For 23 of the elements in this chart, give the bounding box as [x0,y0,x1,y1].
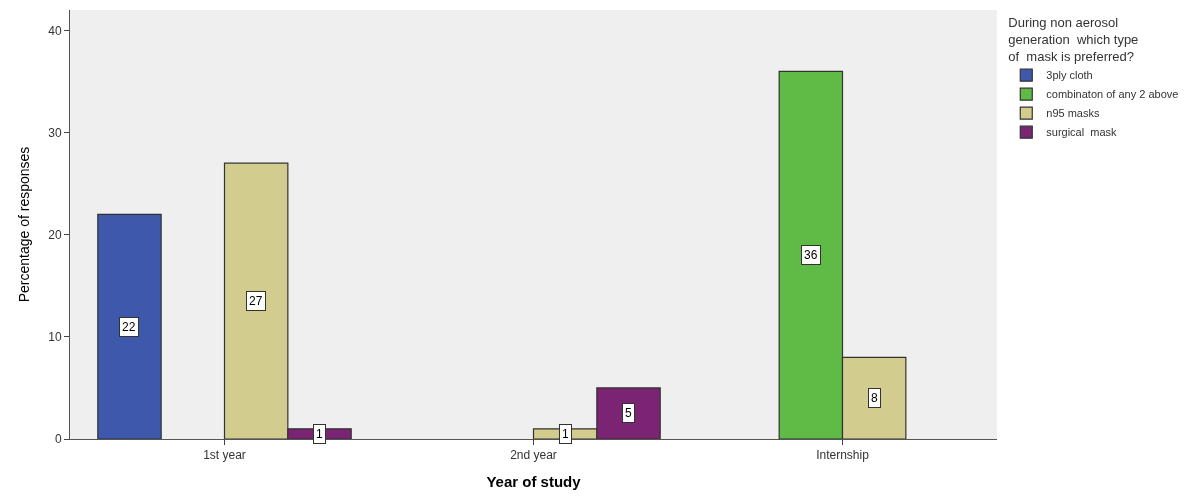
data-label: 36 [804,248,818,262]
legend-label: surgical mask [1046,126,1118,139]
bar [97,213,162,439]
y-tick-label: 0 [54,432,62,447]
y-tick-label: 40 [48,23,62,38]
legend-title: During non aerosol generation which type of mask is preferred? [1008,14,1139,64]
y-tick-label: 30 [48,125,62,140]
legend-label: combinaton of any 2 above [1046,88,1179,101]
data-label: 1 [562,427,569,441]
data-label: 1 [316,427,323,441]
x-axis-title: Year of study [486,473,582,491]
data-label: 5 [625,406,632,420]
x-tick-label: Internship [816,448,870,463]
x-tick-label: 1st year [203,448,246,463]
legend-label: n95 masks [1046,107,1100,120]
data-label: 22 [122,320,136,334]
y-tick-label: 10 [48,330,62,345]
data-label: 27 [249,294,263,308]
legend-label: 3ply cloth [1046,69,1093,82]
y-axis-title: Percentage of responses [15,146,32,303]
data-label: 8 [871,391,878,405]
x-tick-label: 2nd year [510,448,557,463]
y-tick-label: 20 [48,227,62,242]
